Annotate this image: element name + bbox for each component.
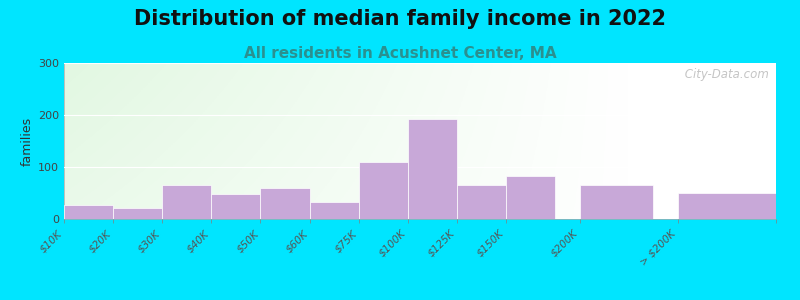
- Bar: [457, 185, 506, 219]
- Bar: [162, 185, 211, 219]
- Y-axis label: families: families: [21, 116, 34, 166]
- Bar: [261, 188, 310, 219]
- Bar: [211, 194, 261, 219]
- Text: All residents in Acushnet Center, MA: All residents in Acushnet Center, MA: [244, 46, 556, 62]
- Bar: [310, 202, 358, 219]
- Text: Distribution of median family income in 2022: Distribution of median family income in …: [134, 9, 666, 29]
- Bar: [64, 205, 113, 219]
- Bar: [408, 119, 457, 219]
- Bar: [358, 162, 408, 219]
- Bar: [579, 185, 654, 219]
- Text: City-Data.com: City-Data.com: [681, 68, 769, 81]
- Bar: [506, 176, 555, 219]
- Bar: [678, 193, 776, 219]
- Bar: [113, 208, 162, 219]
